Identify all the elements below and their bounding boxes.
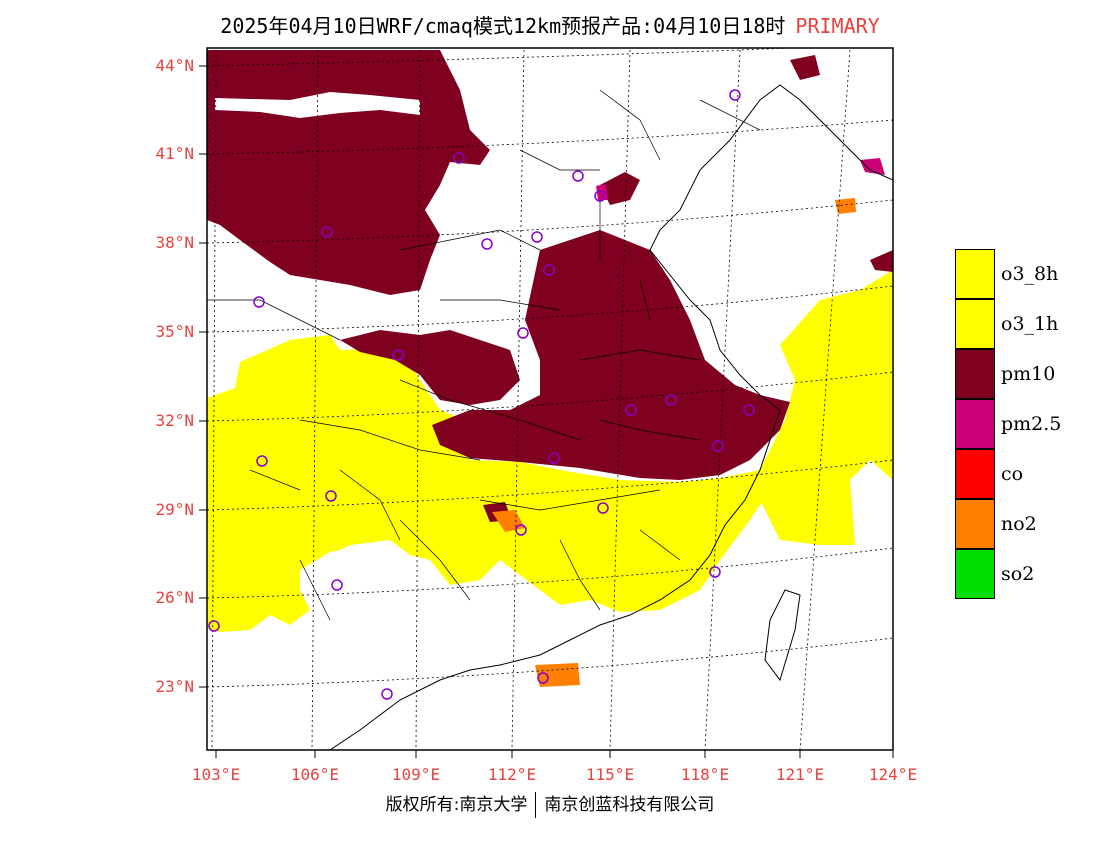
- legend-item-o3-8h: o3_8h: [955, 249, 1095, 299]
- lon-label-106: 106°E: [290, 765, 340, 784]
- legend-label-o3-8h: o3_8h: [1001, 263, 1059, 285]
- lon-label-115: 115°E: [585, 765, 635, 784]
- map-title: 2025年04月10日WRF/cmaq模式12km预报产品:04月10日18时 P…: [0, 10, 1100, 39]
- axis-ticks: [199, 65, 894, 758]
- pm10-region-loess: [340, 330, 520, 405]
- legend-label-co: co: [1001, 463, 1024, 485]
- station-markers: [208, 89, 755, 700]
- lat-label-26: 26°N: [155, 588, 194, 607]
- legend-item-no2: no2: [955, 499, 1095, 549]
- legend-swatch-so2: [955, 549, 995, 599]
- legend-item-co: co: [955, 449, 1095, 499]
- legend-label-pm10: pm10: [1001, 363, 1056, 385]
- lat-label-23: 23°N: [155, 677, 194, 696]
- title-text: 2025年04月10日WRF/cmaq模式12km预报产品:04月10日18时: [220, 14, 786, 38]
- lat-label-38: 38°N: [155, 233, 194, 252]
- lon-label-109: 109°E: [391, 765, 441, 784]
- legend-swatch-pm25: [955, 399, 995, 449]
- map-area: [207, 48, 893, 750]
- legend-label-no2: no2: [1001, 513, 1037, 535]
- taiwan-outline: [764, 589, 801, 682]
- legend-swatch-no2: [955, 499, 995, 549]
- legend-item-o3-1h: o3_1h: [955, 299, 1095, 349]
- province-borders: [207, 89, 761, 621]
- lat-label-41: 41°N: [155, 144, 194, 163]
- lat-label-32: 32°N: [155, 411, 194, 430]
- legend-swatch-o3-1h: [955, 299, 995, 349]
- coastline: [329, 84, 893, 750]
- lon-label-118: 118°E: [680, 765, 730, 784]
- copyright-footer: 版权所有:南京大学 南京创蓝科技有限公司: [0, 790, 1100, 818]
- lon-label-103: 103°E: [191, 765, 241, 784]
- legend-swatch-o3-8h: [955, 249, 995, 299]
- pm10-blob-beijing: [600, 172, 640, 205]
- lat-label-35: 35°N: [155, 322, 194, 341]
- no2-patch-shanghai: [835, 198, 856, 214]
- legend-item-pm25: pm2.5: [955, 399, 1095, 449]
- map-frame: [206, 47, 894, 751]
- legend-swatch-pm10: [955, 349, 995, 399]
- o3-region-east: [760, 270, 893, 545]
- pm10-region-northwest: [207, 50, 490, 295]
- copyright-right: 南京创蓝科技有限公司: [544, 795, 715, 815]
- o3-region-southwest: [207, 335, 770, 632]
- legend-label-o3-1h: o3_1h: [1001, 313, 1059, 335]
- footer-separator: [535, 792, 537, 818]
- lat-label-29: 29°N: [155, 500, 194, 519]
- legend-swatch-co: [955, 449, 995, 499]
- lon-label-121: 121°E: [775, 765, 825, 784]
- legend-item-pm10: pm10: [955, 349, 1095, 399]
- pm10-blob-ne2: [870, 250, 893, 272]
- legend-label-so2: so2: [1001, 563, 1035, 585]
- clean-region-south: [300, 545, 420, 650]
- pm25-patch-ne: [860, 158, 885, 175]
- legend-label-pm25: pm2.5: [1001, 413, 1062, 435]
- graticule: [207, 48, 893, 750]
- copyright-left: 版权所有:南京大学: [385, 795, 528, 815]
- lon-label-124: 124°E: [868, 765, 918, 784]
- lon-label-112: 112°E: [487, 765, 537, 784]
- pm10-blob-ne1: [790, 55, 820, 80]
- title-tag: PRIMARY: [795, 14, 880, 38]
- legend-item-so2: so2: [955, 549, 1095, 599]
- lat-label-44: 44°N: [155, 56, 194, 75]
